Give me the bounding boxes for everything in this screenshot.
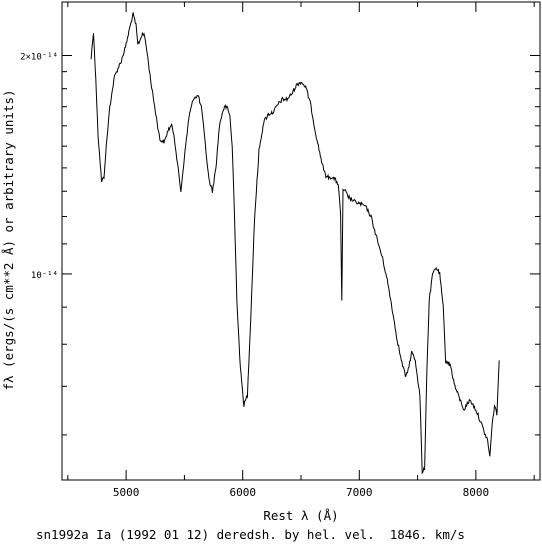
spectrum-line <box>90 12 500 475</box>
x-tick-label: 5000 <box>113 486 140 499</box>
x-tick-label: 8000 <box>463 486 490 499</box>
y-tick-label: 10⁻¹⁴ <box>31 271 58 281</box>
x-tick-label: 6000 <box>229 486 256 499</box>
y-axis-label: fλ (ergs/(s cm**2 Å) or arbitrary units) <box>1 89 16 390</box>
x-tick-label: 7000 <box>346 486 373 499</box>
chart-caption: sn1992a Ia (1992 01 12) deredsh. by hel.… <box>36 527 465 542</box>
x-axis-label: Rest λ (Å) <box>263 508 338 523</box>
series-group <box>90 12 500 475</box>
plot-frame <box>61 1 541 481</box>
axes: 5000 6000 7000 8000 2×10⁻¹⁴ 10⁻¹⁴ <box>20 2 540 499</box>
y-tick-label: 2×10⁻¹⁴ <box>20 52 58 62</box>
